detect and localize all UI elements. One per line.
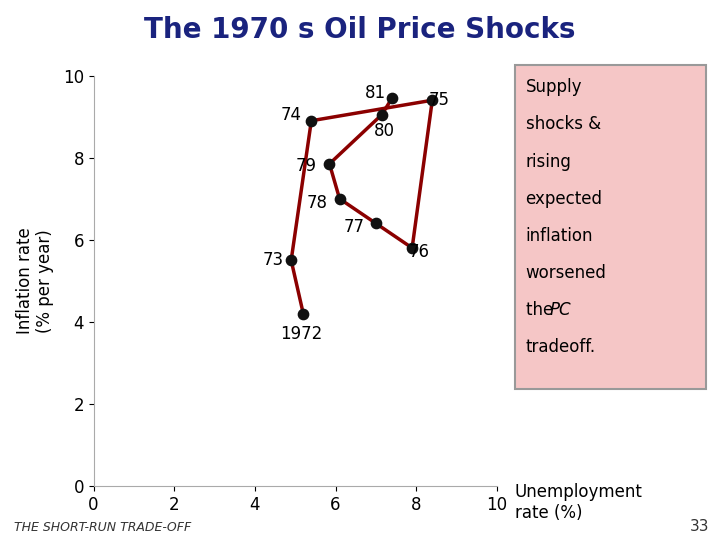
Text: the: the [526, 301, 558, 319]
Point [406, 244, 418, 252]
Point [297, 309, 309, 318]
Text: 33: 33 [690, 518, 709, 534]
Text: inflation: inflation [526, 227, 593, 245]
Point [334, 194, 346, 203]
Y-axis label: Inflation rate
(% per year): Inflation rate (% per year) [16, 227, 55, 334]
Text: 78: 78 [307, 194, 328, 212]
Text: PC: PC [549, 301, 571, 319]
Point [370, 219, 382, 228]
Text: THE SHORT-RUN TRADE-OFF: THE SHORT-RUN TRADE-OFF [14, 521, 192, 534]
Text: The 1970 s Oil Price Shocks: The 1970 s Oil Price Shocks [144, 16, 576, 44]
Text: 76: 76 [409, 243, 430, 261]
Text: 77: 77 [343, 219, 364, 237]
Text: Unemployment
rate (%): Unemployment rate (%) [515, 483, 643, 522]
Text: Supply: Supply [526, 78, 582, 96]
Point [426, 96, 438, 105]
Text: 80: 80 [374, 122, 395, 140]
Text: rising: rising [526, 152, 572, 171]
Text: 75: 75 [429, 91, 450, 109]
Text: worsened: worsened [526, 264, 606, 282]
Point [285, 256, 297, 265]
Text: expected: expected [526, 190, 603, 208]
Point [376, 110, 387, 119]
Text: shocks &: shocks & [526, 116, 600, 133]
Text: 74: 74 [281, 106, 302, 124]
Point [324, 159, 336, 168]
Text: tradeoff.: tradeoff. [526, 338, 595, 356]
Point [386, 94, 397, 103]
Point [305, 117, 317, 125]
Text: 1972: 1972 [280, 325, 323, 343]
Text: 81: 81 [364, 84, 386, 102]
Text: 73: 73 [263, 251, 284, 269]
Text: 79: 79 [296, 157, 317, 175]
